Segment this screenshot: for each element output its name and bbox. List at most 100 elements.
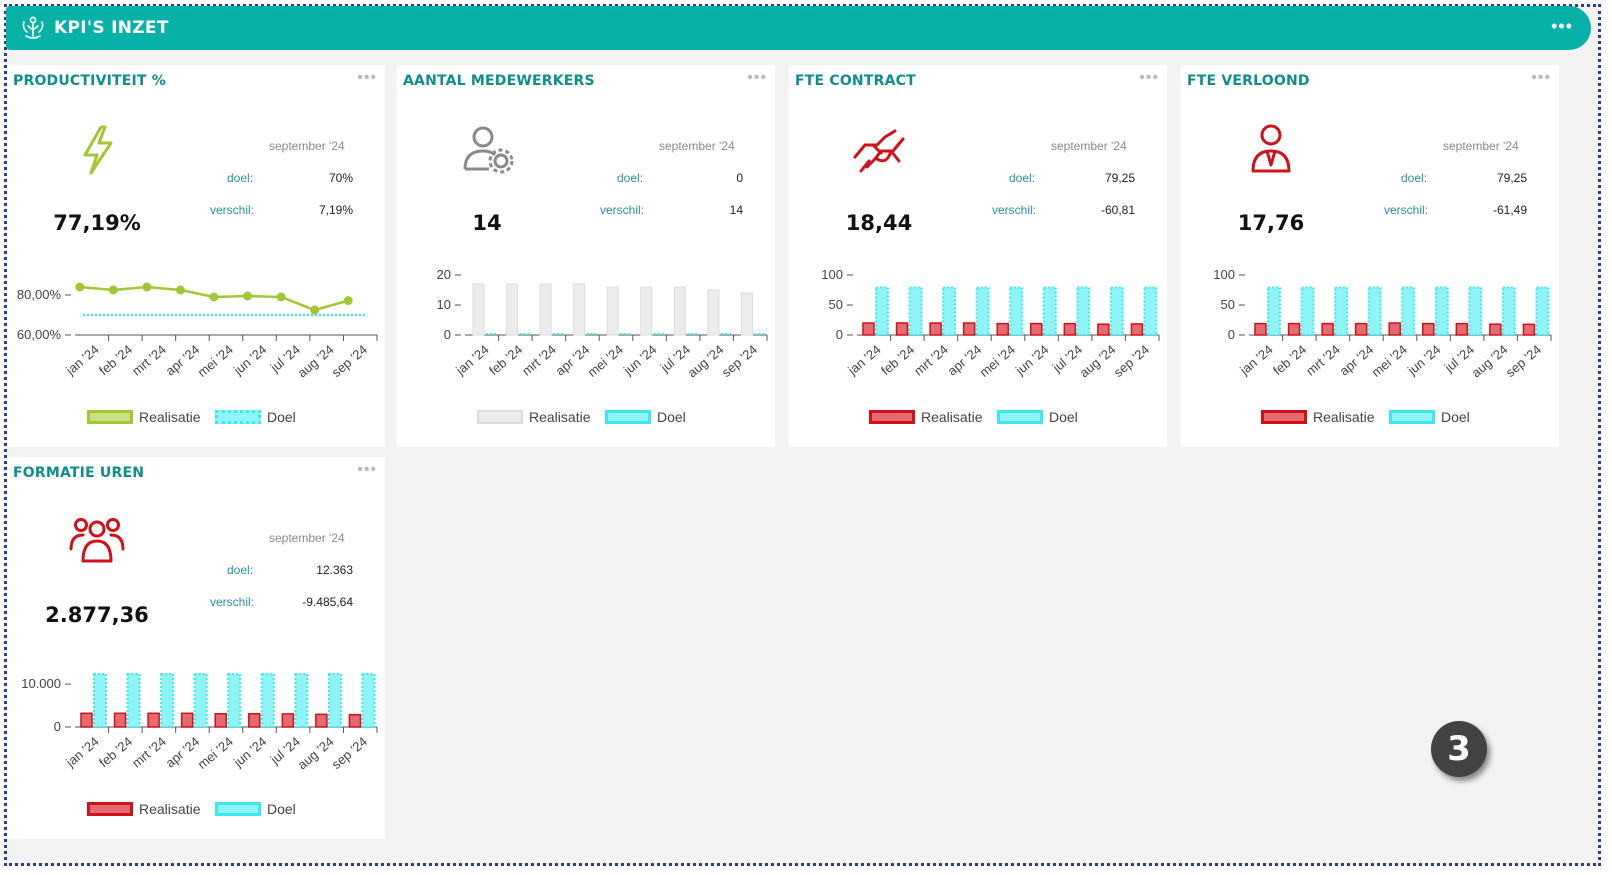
doel-value: 79,25	[1496, 171, 1527, 185]
doel-bar	[193, 673, 208, 729]
x-tick-label: sep '24	[1111, 342, 1152, 380]
step-badge: 3	[1431, 721, 1487, 777]
user-gear-icon	[463, 126, 514, 174]
realisatie-point	[142, 282, 152, 292]
realisatie-bar	[248, 712, 261, 728]
legend-realisatie[interactable]: Realisatie	[1261, 409, 1374, 425]
realisatie-bar	[1254, 322, 1267, 336]
realisatie-point	[75, 282, 85, 292]
legend-realisatie[interactable]: Realisatie	[87, 801, 200, 817]
header-more-icon[interactable]: •••	[1551, 16, 1573, 36]
verschil-label: verschil:	[1384, 203, 1429, 217]
realisatie-bar	[673, 286, 686, 336]
x-tick-label: jun '24	[1012, 342, 1051, 378]
doel-bar	[1434, 286, 1449, 336]
verschil-value: 14	[729, 203, 743, 217]
x-tick-label: feb '24	[96, 342, 135, 378]
y-tick-label: 10.000	[21, 676, 61, 691]
legend-doel[interactable]: Doel	[215, 801, 296, 817]
x-tick-label: mei '24	[976, 342, 1017, 380]
doel-bar	[327, 673, 342, 729]
legend-realisatie-label: Realisatie	[921, 409, 983, 425]
kpi-value: 77,19%	[53, 211, 141, 235]
realisatie-point	[209, 292, 219, 302]
legend-realisatie[interactable]: Realisatie	[87, 409, 200, 425]
realisatie-bar	[214, 712, 227, 728]
x-tick-label: mrt '24	[129, 342, 169, 379]
card-more-icon[interactable]: •••	[357, 69, 377, 86]
card-more-icon[interactable]: •••	[747, 69, 767, 86]
x-tick-label: jun '24	[620, 342, 659, 378]
x-tick-label: apr '24	[163, 342, 203, 379]
legend-doel-swatch	[215, 802, 261, 816]
legend-realisatie-swatch	[477, 410, 523, 424]
verschil-value: -60,81	[1100, 203, 1135, 217]
doel-bar	[1535, 286, 1550, 336]
x-tick-label: mei '24	[584, 342, 625, 380]
x-tick-label: jan '24	[1236, 342, 1275, 378]
doel-label: doel:	[617, 171, 644, 185]
card-title: FORMATIE UREN	[13, 465, 145, 481]
x-tick-label: apr '24	[163, 734, 203, 771]
card-more-icon[interactable]: •••	[1531, 69, 1551, 86]
legend-doel[interactable]: Doel	[605, 409, 686, 425]
card-more-icon[interactable]: •••	[357, 461, 377, 478]
x-tick-label: jan '24	[452, 342, 491, 378]
x-tick-label: apr '24	[945, 342, 985, 379]
realisatie-bar	[539, 283, 552, 336]
legend-realisatie[interactable]: Realisatie	[477, 409, 590, 425]
lightning-icon	[83, 125, 113, 175]
doel-bar	[1468, 286, 1483, 336]
doel-label: doel:	[1401, 171, 1428, 185]
realisatie-bar	[1030, 322, 1043, 336]
doel-bar	[260, 673, 275, 729]
employee-icon	[1251, 124, 1291, 173]
realisatie-bar	[472, 283, 485, 336]
legend-doel[interactable]: Doel	[1389, 409, 1470, 425]
card-more-icon[interactable]: •••	[1139, 69, 1159, 86]
kpi-card: FORMATIE UREN ••• september '24 doel: 12…	[7, 457, 385, 839]
doel-bar	[1367, 286, 1382, 336]
card-title: FTE VERLOOND	[1187, 73, 1310, 89]
x-tick-label: apr '24	[553, 342, 593, 379]
doel-bar	[1501, 286, 1516, 336]
legend-doel[interactable]: Doel	[215, 409, 296, 425]
chart-legend: Realisatie Doel	[397, 407, 773, 429]
x-tick-label: jan '24	[844, 342, 883, 378]
realisatie-bar	[996, 322, 1009, 336]
doel-bar	[908, 286, 923, 336]
chart-legend: Realisatie Doel	[7, 407, 383, 429]
legend-realisatie[interactable]: Realisatie	[869, 409, 982, 425]
legend-realisatie-label: Realisatie	[139, 409, 201, 425]
kpi-card: AANTAL MEDEWERKERS ••• september '24 doe…	[397, 65, 775, 447]
verschil-value: -9.485,64	[302, 595, 353, 609]
realisatie-bar	[1422, 322, 1435, 336]
legend-realisatie-swatch	[87, 410, 133, 424]
legend-doel-swatch	[997, 410, 1043, 424]
legend-doel[interactable]: Doel	[997, 409, 1078, 425]
x-tick-label: feb '24	[96, 734, 135, 770]
realisatie-bar	[1287, 322, 1301, 336]
verschil-value: -61,49	[1492, 203, 1527, 217]
realisatie-bar	[1097, 323, 1110, 336]
doel-bar	[875, 286, 889, 336]
realisatie-bar	[929, 322, 942, 336]
doel-bar	[227, 673, 242, 729]
realisatie-bar	[281, 713, 295, 728]
y-tick-label: 80,00%	[17, 287, 62, 302]
x-tick-label: aug '24	[1077, 342, 1119, 381]
legend-doel-label: Doel	[267, 409, 296, 425]
kpi-value: 18,44	[845, 211, 913, 235]
doel-bar	[126, 673, 141, 729]
doel-value: 70%	[328, 171, 353, 185]
card-title: AANTAL MEDEWERKERS	[403, 73, 595, 89]
legend-doel-label: Doel	[1049, 409, 1078, 425]
header-title: KPI'S INZET	[54, 18, 169, 38]
legend-doel-swatch	[215, 410, 261, 424]
x-tick-label: feb '24	[878, 342, 917, 378]
x-tick-label: aug '24	[1469, 342, 1511, 381]
